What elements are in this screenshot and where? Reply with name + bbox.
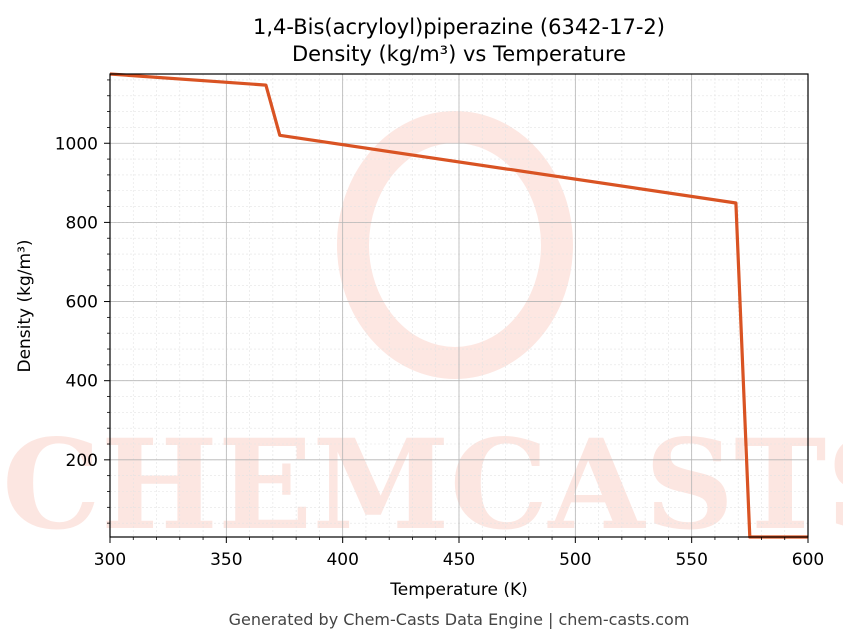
y-tick-label: 200 <box>66 451 98 471</box>
x-tick-label: 450 <box>443 550 475 570</box>
watermark-text: CHEMCASTS <box>2 413 843 558</box>
y-axis: 200 400 600 800 1000 <box>55 79 110 524</box>
x-tick-label: 600 <box>792 550 824 570</box>
y-tick-label: 600 <box>66 293 98 313</box>
chart-title: 1,4-Bis(acryloyl)piperazine (6342-17-2) <box>253 15 665 39</box>
x-axis: 300 350 400 450 500 550 600 <box>94 537 824 570</box>
major-grid <box>109 74 809 537</box>
y-tick-label: 800 <box>66 213 98 233</box>
y-tick-label: 400 <box>66 372 98 392</box>
footer-credit: Generated by Chem-Casts Data Engine | ch… <box>229 610 690 629</box>
x-axis-label: Temperature (K) <box>389 580 528 600</box>
x-tick-label: 500 <box>559 550 591 570</box>
x-tick-label: 400 <box>326 550 358 570</box>
watermark-logo: CHEMCASTS <box>2 111 843 558</box>
x-tick-label: 550 <box>675 550 707 570</box>
chart-subtitle: Density (kg/m³) vs Temperature <box>292 42 626 66</box>
x-tick-label: 350 <box>210 550 242 570</box>
y-tick-label: 1000 <box>55 134 98 154</box>
x-tick-label: 300 <box>94 550 126 570</box>
y-axis-label: Density (kg/m³) <box>15 239 35 372</box>
